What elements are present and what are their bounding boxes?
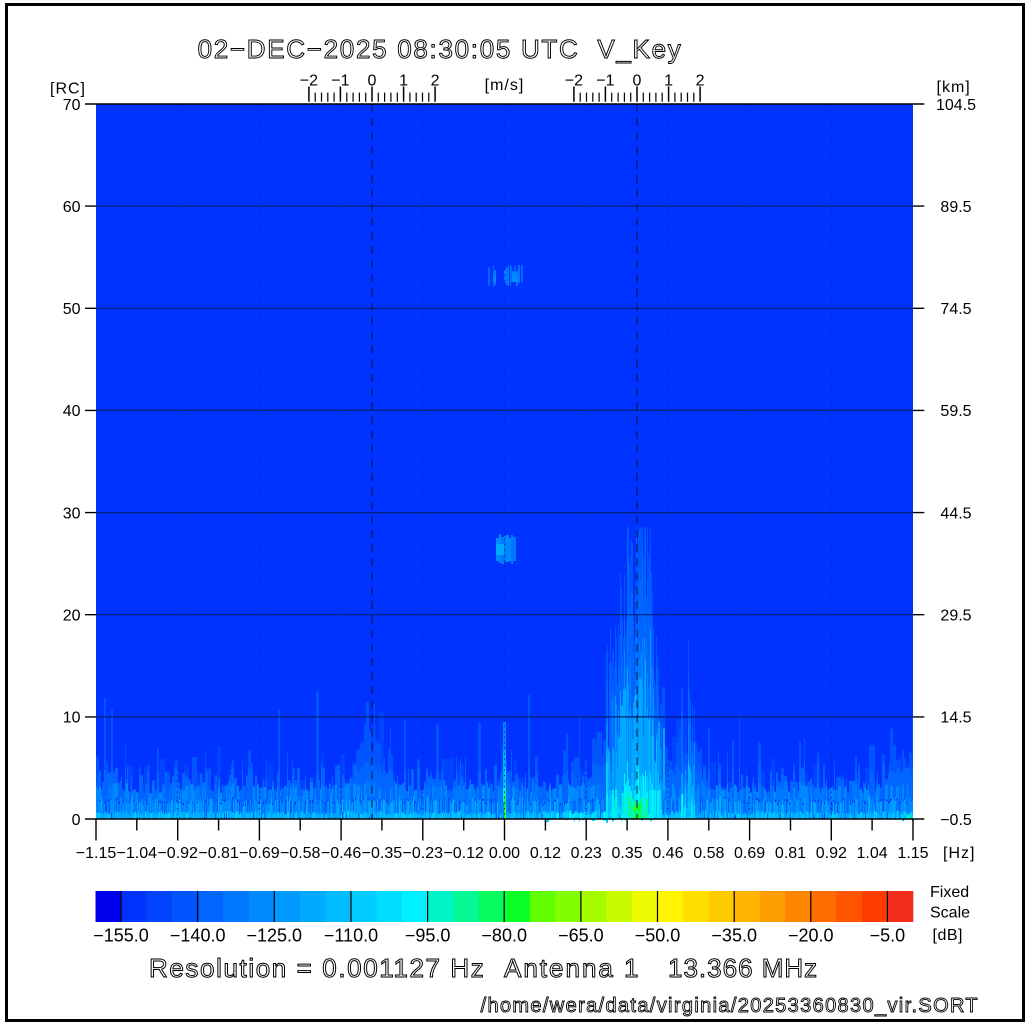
svg-text:−20.0: −20.0: [788, 926, 834, 946]
svg-text:1.15: 1.15: [897, 845, 928, 862]
svg-text:−0.12: −0.12: [443, 845, 484, 862]
svg-text:0.69: 0.69: [734, 845, 765, 862]
svg-text:−35.0: −35.0: [711, 926, 757, 946]
svg-text:29.5: 29.5: [940, 608, 971, 625]
svg-text:−110.0: −110.0: [324, 926, 378, 946]
svg-text:13.366 MHz: 13.366 MHz: [668, 953, 818, 983]
svg-text:1: 1: [624, 953, 639, 983]
svg-text:0: 0: [633, 73, 642, 90]
svg-text:1.04: 1.04: [857, 845, 888, 862]
svg-text:−50.0: −50.0: [635, 926, 681, 946]
svg-text:70: 70: [63, 97, 81, 114]
svg-text:−0.58: −0.58: [280, 845, 321, 862]
svg-text:−125.0: −125.0: [247, 926, 303, 946]
svg-text:40: 40: [63, 403, 81, 420]
svg-text:14.5: 14.5: [940, 710, 971, 727]
svg-text:−0.81: −0.81: [198, 845, 239, 862]
svg-text:[dB]: [dB]: [933, 927, 963, 944]
svg-text:−2: −2: [565, 73, 583, 90]
svg-text:[m/s]: [m/s]: [485, 77, 525, 94]
svg-text:0.92: 0.92: [816, 845, 847, 862]
svg-text:0.00: 0.00: [489, 845, 520, 862]
svg-text:−2: −2: [300, 73, 318, 90]
svg-text:2: 2: [696, 73, 705, 90]
svg-text:Scale: Scale: [930, 905, 970, 922]
svg-text:89.5: 89.5: [940, 199, 971, 216]
svg-text:1: 1: [664, 73, 673, 90]
svg-text:0: 0: [72, 812, 81, 829]
svg-text:10: 10: [63, 710, 81, 727]
svg-text:−95.0: −95.0: [405, 926, 451, 946]
svg-text:Resolution = 0.001127 Hz: Resolution = 0.001127 Hz: [149, 953, 485, 983]
svg-text:−0.5: −0.5: [940, 812, 972, 829]
svg-text:Antenna: Antenna: [504, 953, 615, 983]
svg-text:−155.0: −155.0: [93, 926, 149, 946]
svg-text:0.81: 0.81: [775, 845, 806, 862]
svg-text:0.58: 0.58: [693, 845, 724, 862]
svg-text:[km]: [km]: [937, 79, 971, 96]
svg-text:−0.35: −0.35: [362, 845, 403, 862]
svg-text:104.5: 104.5: [936, 97, 976, 114]
svg-text:−65.0: −65.0: [558, 926, 604, 946]
svg-text:59.5: 59.5: [940, 403, 971, 420]
svg-text:/home/wera/data/virginia/20253: /home/wera/data/virginia/20253360830_vir…: [481, 995, 979, 1017]
svg-text:Fixed: Fixed: [930, 884, 969, 901]
svg-text:[Hz]: [Hz]: [943, 845, 975, 862]
svg-text:1: 1: [399, 73, 408, 90]
svg-text:44.5: 44.5: [940, 505, 971, 522]
svg-text:−140.0: −140.0: [170, 926, 226, 946]
svg-text:0.46: 0.46: [652, 845, 683, 862]
svg-text:0.12: 0.12: [530, 845, 561, 862]
svg-text:−1: −1: [596, 73, 614, 90]
svg-text:0.23: 0.23: [571, 845, 602, 862]
svg-text:[RC]: [RC]: [50, 81, 86, 98]
svg-text:−0.23: −0.23: [403, 845, 444, 862]
svg-text:60: 60: [63, 199, 81, 216]
svg-text:30: 30: [63, 505, 81, 522]
svg-text:−0.46: −0.46: [321, 845, 362, 862]
svg-text:74.5: 74.5: [940, 301, 971, 318]
svg-text:2: 2: [431, 73, 440, 90]
svg-text:−1: −1: [331, 73, 349, 90]
svg-text:0.35: 0.35: [612, 845, 643, 862]
svg-text:0: 0: [368, 73, 377, 90]
svg-text:50: 50: [63, 301, 81, 318]
svg-text:02−DEC−2025 08:30:05 UTC V_Ke: 02−DEC−2025 08:30:05 UTC V_Key: [198, 34, 683, 64]
svg-text:−1.04: −1.04: [117, 845, 158, 862]
svg-text:−0.92: −0.92: [157, 845, 198, 862]
svg-text:−5.0: −5.0: [870, 926, 906, 946]
svg-text:−0.69: −0.69: [239, 845, 280, 862]
svg-text:−80.0: −80.0: [481, 926, 527, 946]
svg-text:20: 20: [63, 608, 81, 625]
svg-text:−1.15: −1.15: [76, 845, 117, 862]
